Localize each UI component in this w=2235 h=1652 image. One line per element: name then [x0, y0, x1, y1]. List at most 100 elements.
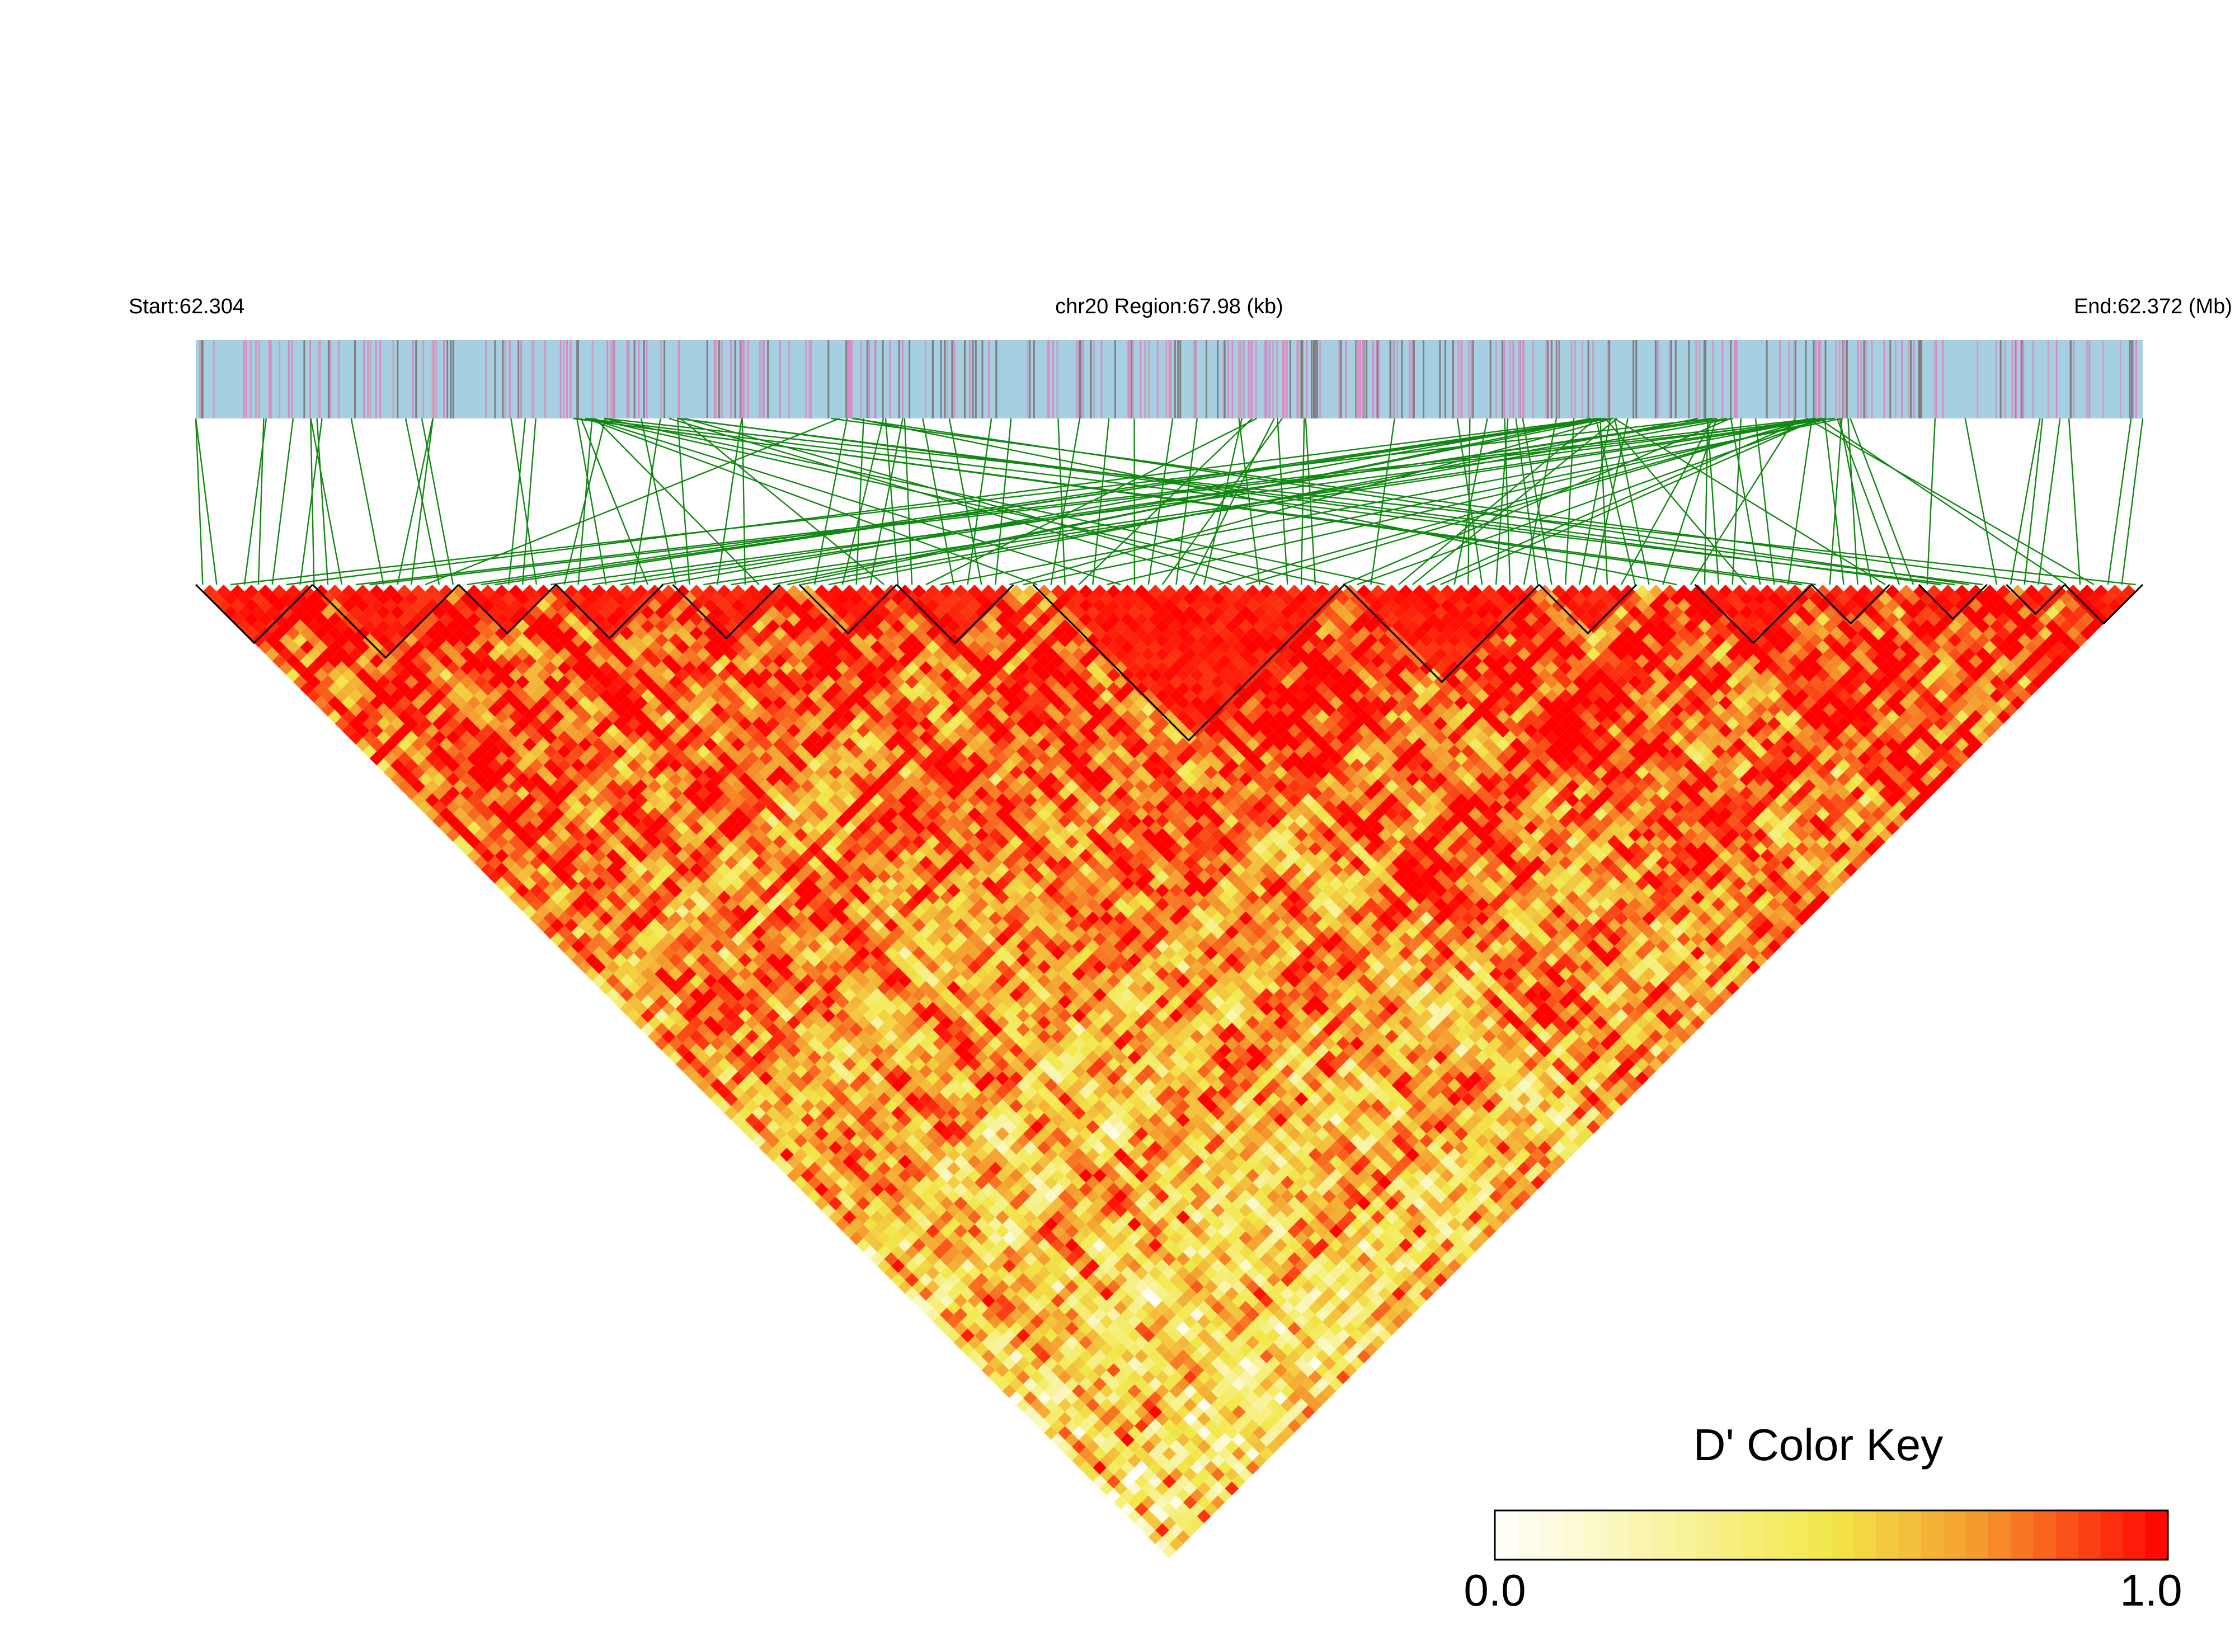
ld-cell [620, 904, 634, 919]
ld-cell [780, 1078, 794, 1093]
ld-cell [286, 626, 300, 641]
ld-cell [717, 1099, 731, 1113]
ld-cell [411, 765, 426, 779]
ld-cell [641, 883, 655, 898]
ld-cell [523, 904, 537, 919]
ld-cell [634, 974, 648, 988]
ld-cell [397, 695, 412, 710]
ld-cell [328, 626, 342, 641]
ld-cell [1002, 1175, 1017, 1190]
ld-cell [425, 807, 439, 821]
ld-cell [355, 612, 370, 627]
ld-cell [961, 1301, 975, 1315]
ld-cell [1162, 1349, 1177, 1363]
ld-cell [495, 877, 509, 891]
ld-cell [355, 709, 370, 724]
ld-cell [1058, 1287, 1072, 1301]
ld-cell [745, 1071, 759, 1085]
ld-cell [578, 932, 592, 947]
ld-cell [606, 863, 620, 877]
ld-cell [933, 1301, 947, 1315]
ld-cell [1190, 1447, 1204, 1461]
ld-cell [703, 1057, 718, 1071]
ld-cell [1079, 1279, 1093, 1294]
ld-cell [592, 737, 606, 752]
ld-cell [439, 612, 453, 627]
snp-connector [310, 418, 315, 585]
ld-cell [585, 758, 599, 773]
ld-cell [752, 911, 766, 925]
ld-cell [661, 835, 676, 849]
ld-cell [995, 1266, 1010, 1280]
ld-cell [474, 647, 488, 661]
ld-cell [1121, 1447, 1135, 1461]
ld-cell [669, 1036, 683, 1051]
ld-cell [460, 744, 474, 759]
ld-cell [661, 987, 676, 1002]
ld-cell [641, 925, 655, 939]
ld-cell [446, 689, 460, 703]
snp-connector [677, 418, 690, 585]
ld-cell [752, 1036, 766, 1051]
ld-cell [647, 974, 662, 988]
ld-cell [363, 661, 377, 675]
ld-cell [509, 835, 523, 849]
ld-cell [495, 849, 509, 863]
ld-cell [745, 918, 759, 933]
ld-cell [328, 612, 342, 627]
snp-connector [2024, 418, 2044, 585]
ld-cell [675, 974, 690, 988]
ld-cell [689, 1001, 704, 1016]
ld-cell [1155, 1439, 1169, 1454]
ld-cell [425, 626, 439, 641]
ld-cell [961, 1120, 975, 1134]
ld-cell [1016, 1245, 1031, 1259]
ld-cell [703, 1071, 718, 1085]
ld-cell [495, 723, 509, 738]
ld-cell [377, 647, 390, 661]
ld-cell [453, 807, 467, 821]
ld-cell [1148, 1447, 1163, 1461]
ld-cell [501, 772, 516, 787]
ld-cell [481, 807, 495, 821]
ld-cell [661, 1015, 676, 1030]
snp-connector [1731, 418, 1742, 585]
ld-cell [752, 1133, 766, 1148]
snp-connector [677, 417, 1983, 586]
ld-cell [509, 751, 523, 766]
ld-cell [780, 1106, 794, 1120]
ld-cell [537, 835, 550, 849]
ld-cell [801, 1127, 815, 1141]
ld-cell [738, 1050, 752, 1065]
snp-connector [495, 417, 1605, 586]
ld-cell [1044, 1370, 1058, 1385]
ld-cell [488, 675, 502, 689]
snp-connector [577, 418, 593, 585]
ld-cell [905, 1203, 919, 1217]
ld-cell [585, 800, 599, 815]
ld-cell [766, 1078, 780, 1093]
ld-cell [592, 807, 606, 821]
ld-cell [752, 1092, 766, 1107]
ld-cell [717, 877, 731, 891]
ld-cell [689, 1015, 704, 1030]
ld-cell [585, 897, 599, 912]
ld-cell [467, 612, 481, 627]
ld-cell [1085, 1342, 1100, 1357]
ld-cell [647, 932, 662, 947]
ld-cell [947, 1189, 961, 1204]
ld-cell [661, 821, 676, 835]
ld-cell [404, 591, 418, 606]
ld-cell [939, 1113, 954, 1127]
ld-cell [766, 1036, 780, 1051]
ld-cell [1079, 1321, 1093, 1336]
ld-cell [1093, 1363, 1107, 1377]
ld-cell [1030, 1384, 1044, 1399]
ld-cell [1176, 1516, 1191, 1531]
ld-cell [578, 960, 592, 974]
ld-cell [947, 1175, 961, 1190]
ld-cell [717, 1001, 731, 1016]
ld-cell [1141, 1412, 1156, 1426]
snp-connector [922, 418, 954, 585]
ld-cell [752, 925, 766, 939]
